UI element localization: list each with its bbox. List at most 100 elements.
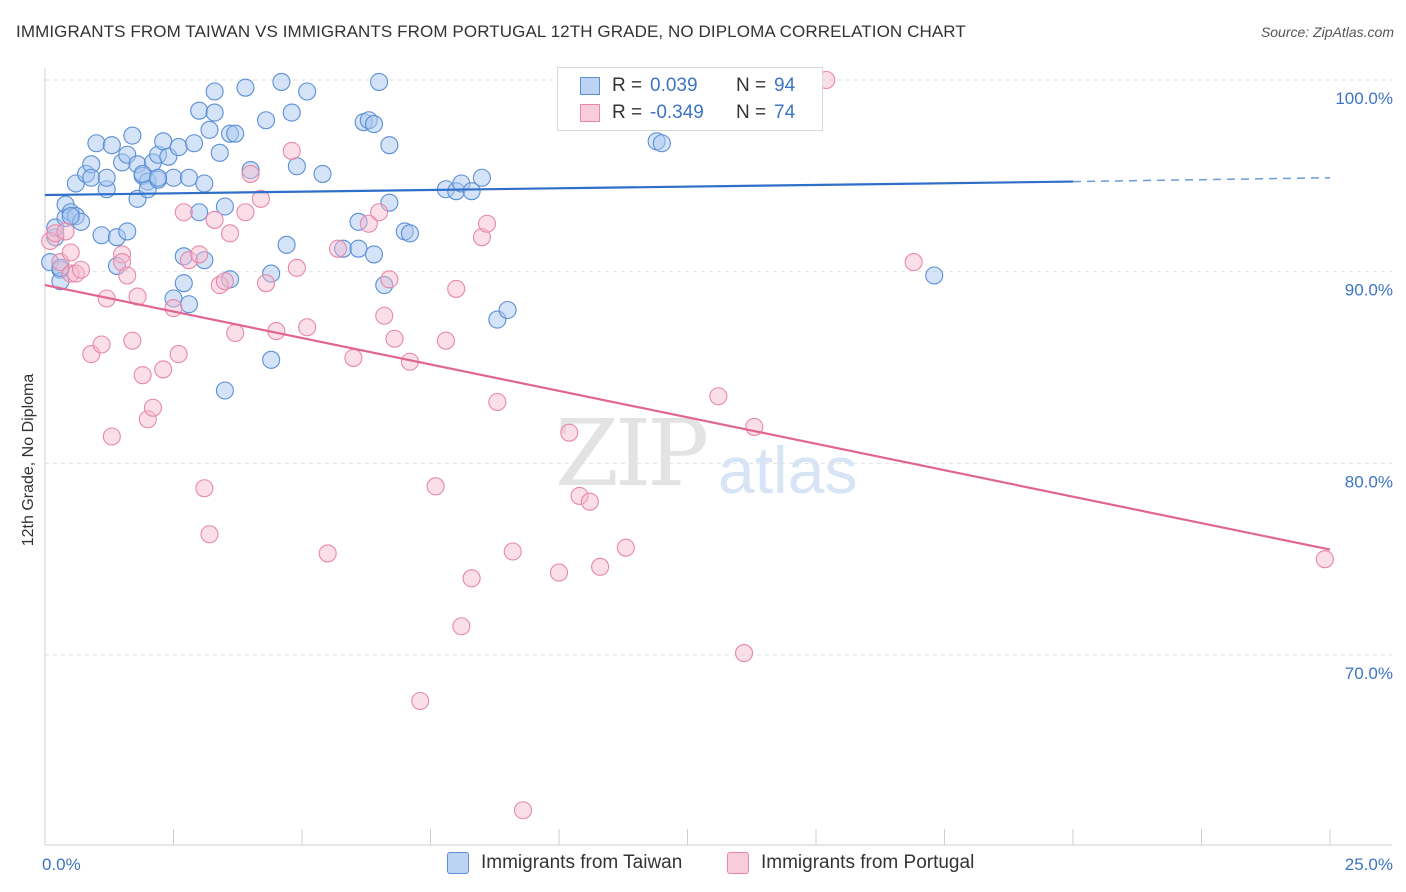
taiwan-point bbox=[185, 134, 204, 153]
taiwan-point bbox=[256, 111, 276, 130]
legend-n-value: 94 bbox=[774, 75, 796, 96]
taiwan-point bbox=[380, 136, 399, 155]
taiwan-point bbox=[179, 168, 198, 187]
portugal-point bbox=[411, 691, 430, 711]
taiwan-point bbox=[210, 143, 229, 162]
taiwan-point bbox=[92, 226, 111, 245]
portugal-point bbox=[138, 410, 157, 429]
portugal-point bbox=[133, 366, 152, 385]
portugal-point bbox=[61, 243, 80, 262]
portugal-point bbox=[709, 387, 728, 406]
portugal-point bbox=[616, 538, 635, 557]
portugal-point bbox=[904, 253, 923, 272]
portugal-trend-line bbox=[44, 284, 1331, 551]
legend-label-taiwan: Immigrants from Taiwan bbox=[481, 852, 683, 873]
portugal-point bbox=[251, 189, 270, 208]
taiwan-point bbox=[262, 350, 281, 369]
taiwan-point bbox=[282, 103, 301, 122]
taiwan-point bbox=[498, 300, 517, 320]
taiwan-point bbox=[169, 138, 188, 157]
taiwan-point bbox=[215, 381, 234, 400]
taiwan-point bbox=[87, 134, 106, 153]
taiwan-point bbox=[298, 82, 317, 101]
taiwan-point bbox=[236, 78, 255, 97]
portugal-point bbox=[734, 644, 754, 663]
watermark-zip: ZIP bbox=[555, 400, 709, 507]
portugal-point bbox=[71, 260, 91, 279]
portugal-point bbox=[298, 318, 317, 337]
portugal-point bbox=[169, 345, 188, 364]
portugal-point bbox=[102, 427, 121, 446]
taiwan-point bbox=[226, 124, 245, 143]
portugal-point bbox=[287, 258, 306, 277]
taiwan-point bbox=[102, 136, 121, 155]
portugal-point bbox=[205, 210, 224, 229]
portugal-point bbox=[215, 272, 234, 291]
y-tick-label: 70.0% bbox=[1345, 664, 1393, 683]
portugal-point bbox=[154, 360, 173, 379]
legend-n-label: N = bbox=[736, 75, 767, 96]
portugal-point bbox=[447, 279, 466, 298]
series-portugal-points bbox=[41, 70, 1334, 820]
legend-r-value: -0.349 bbox=[650, 102, 704, 123]
portugal-point bbox=[513, 801, 533, 820]
legend-r-value: 0.039 bbox=[650, 75, 698, 96]
taiwan-trend-line bbox=[44, 180, 1074, 197]
y-tick-label: 80.0% bbox=[1345, 472, 1393, 491]
portugal-point bbox=[92, 335, 111, 354]
portugal-point bbox=[220, 224, 240, 243]
taiwan-point bbox=[375, 276, 394, 295]
taiwan-point bbox=[287, 157, 306, 176]
taiwan-point bbox=[205, 103, 224, 122]
taiwan-point bbox=[200, 120, 219, 139]
taiwan-point bbox=[364, 245, 384, 264]
y-tick-label: 100.0% bbox=[1335, 89, 1393, 108]
legend-r-label: R = bbox=[612, 102, 643, 123]
portugal-point bbox=[318, 544, 337, 563]
legend-swatch-portugal bbox=[727, 852, 749, 874]
portugal-point bbox=[549, 563, 569, 582]
portugal-point bbox=[256, 274, 276, 293]
portugal-point bbox=[462, 569, 481, 588]
taiwan-point bbox=[164, 168, 183, 187]
portugal-point bbox=[1315, 550, 1334, 569]
legend-item-portugal[interactable]: Immigrants from Portugal bbox=[727, 852, 974, 874]
portugal-point bbox=[123, 331, 142, 350]
taiwan-point bbox=[154, 132, 173, 151]
taiwan-point bbox=[262, 264, 281, 283]
portugal-point bbox=[570, 486, 589, 505]
legend-n-label: N = bbox=[736, 102, 767, 123]
taiwan-point bbox=[61, 207, 80, 226]
axes bbox=[44, 68, 1392, 846]
portugal-point bbox=[375, 306, 394, 325]
portugal-point bbox=[164, 299, 183, 318]
taiwan-point bbox=[205, 82, 224, 101]
legend-swatch-taiwan bbox=[580, 77, 600, 95]
portugal-point bbox=[56, 222, 75, 241]
portugal-point bbox=[436, 331, 455, 350]
legend-swatch-portugal bbox=[580, 104, 600, 122]
portugal-point bbox=[241, 164, 260, 183]
portugal-point bbox=[591, 557, 610, 576]
portugal-point bbox=[359, 214, 378, 233]
taiwan-point bbox=[370, 72, 389, 91]
taiwan-point bbox=[349, 239, 368, 258]
taiwan-point bbox=[190, 101, 209, 120]
portugal-point bbox=[477, 214, 497, 233]
x-tick-label: 25.0% bbox=[1345, 855, 1393, 874]
portugal-point bbox=[226, 323, 245, 343]
portugal-point bbox=[328, 239, 348, 258]
portugal-point bbox=[385, 329, 404, 348]
taiwan-point bbox=[364, 115, 384, 134]
portugal-point bbox=[452, 617, 471, 636]
taiwan-trend-extension bbox=[1072, 177, 1331, 183]
x-tick-label: 0.0% bbox=[42, 855, 81, 874]
portugal-point bbox=[282, 141, 301, 160]
taiwan-point bbox=[195, 251, 214, 270]
taiwan-point bbox=[118, 222, 137, 241]
portugal-point bbox=[503, 542, 522, 561]
legend-item-taiwan[interactable]: Immigrants from Taiwan bbox=[447, 852, 682, 874]
source-label: Source: ZipAtlas.com bbox=[1260, 24, 1394, 40]
portugal-point bbox=[426, 477, 445, 496]
